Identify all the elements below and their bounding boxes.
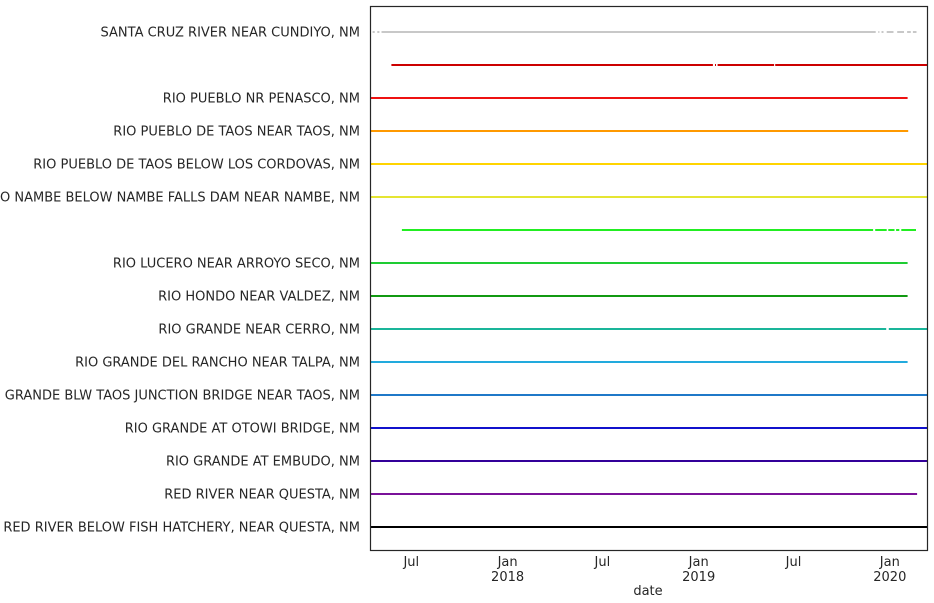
y-tick-label: RIO PUEBLO DE TAOS NEAR TAOS, NM xyxy=(113,125,360,140)
y-tick-label: RIO GRANDE NEAR CERRO, NM xyxy=(158,323,360,338)
x-tick-label: Jan xyxy=(879,555,900,570)
y-tick-label: RIO GRANDE BLW TAOS JUNCTION BRIDGE NEAR… xyxy=(0,389,360,404)
y-tick-label: RIO GRANDE DEL RANCHO NEAR TALPA, NM xyxy=(75,356,360,371)
x-tick-label: Jul xyxy=(785,555,802,570)
y-tick-label: RED RIVER BELOW FISH HATCHERY, NEAR QUES… xyxy=(3,521,360,536)
x-tick-year-label: 2019 xyxy=(682,570,715,585)
y-tick-label: RIO PUEBLO NR PENASCO, NM xyxy=(163,92,360,107)
y-tick-label: RED RIVER NEAR QUESTA, NM xyxy=(164,488,360,503)
y-tick-label: RIO NAMBE BELOW NAMBE FALLS DAM NEAR NAM… xyxy=(0,191,360,206)
x-tick-year-label: 2018 xyxy=(491,570,524,585)
x-tick-year-label: 2020 xyxy=(873,570,906,585)
x-tick-label: Jul xyxy=(594,555,611,570)
y-tick-label: RIO LUCERO NEAR ARROYO SECO, NM xyxy=(113,257,360,272)
y-tick-label: RIO PUEBLO DE TAOS BELOW LOS CORDOVAS, N… xyxy=(33,158,360,173)
x-tick-label: Jan xyxy=(688,555,709,570)
x-axis-label: date xyxy=(633,584,662,599)
y-tick-labels: SANTA CRUZ RIVER NEAR CUNDIYO, NM RIO PUE… xyxy=(0,26,360,536)
y-tick-label: SANTA CRUZ RIVER NEAR CUNDIYO, NM xyxy=(101,26,360,41)
x-tick-label: Jul xyxy=(402,555,419,570)
y-tick-label: RIO GRANDE AT EMBUDO, NM xyxy=(166,455,360,470)
x-tick-label: Jan xyxy=(497,555,518,570)
series-layer xyxy=(371,31,927,528)
y-tick-label: RIO GRANDE AT OTOWI BRIDGE, NM xyxy=(125,422,360,437)
y-tick-label: RIO HONDO NEAR VALDEZ, NM xyxy=(158,290,360,305)
plot-frame xyxy=(369,5,929,552)
